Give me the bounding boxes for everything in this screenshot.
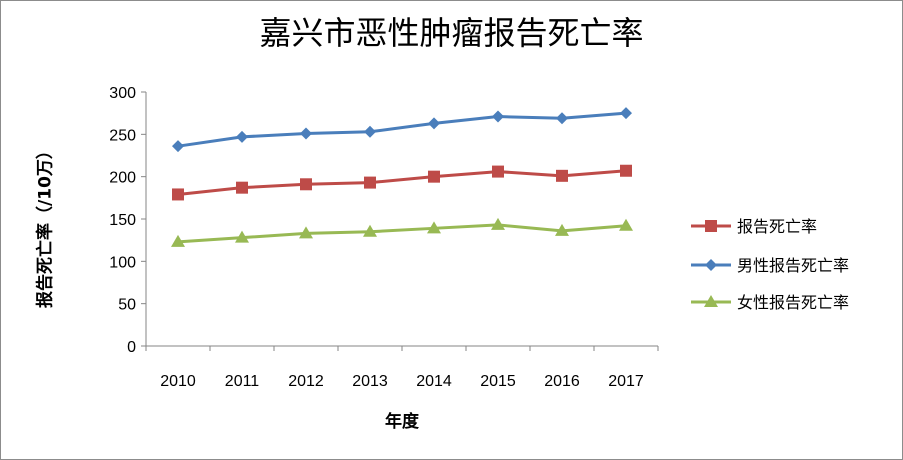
x-tick-label: 2016 xyxy=(544,373,580,390)
x-tick-label: 2012 xyxy=(288,373,324,390)
legend-marker-3 xyxy=(704,295,718,307)
y-tick-label: 100 xyxy=(109,254,136,271)
legend-marker-1 xyxy=(705,220,717,232)
series-line-3 xyxy=(177,223,627,244)
data-point xyxy=(236,130,248,143)
y-tick-label: 200 xyxy=(109,170,136,187)
y-tick-label: 0 xyxy=(127,339,136,356)
data-point xyxy=(556,169,568,182)
data-point xyxy=(171,234,185,247)
data-point xyxy=(492,110,504,123)
data-point xyxy=(172,188,184,201)
y-tick-label: 250 xyxy=(109,127,136,144)
data-point xyxy=(300,178,312,191)
x-axis-label: 年度 xyxy=(385,412,419,432)
x-tick-label: 2014 xyxy=(416,373,452,390)
data-point xyxy=(427,221,441,234)
x-tick-label: 2017 xyxy=(608,373,644,390)
data-point xyxy=(619,218,633,231)
chart-title: 嘉兴市恶性肿瘤报告死亡率 xyxy=(259,14,644,52)
series-line-2 xyxy=(177,111,627,148)
data-point xyxy=(620,107,632,120)
data-point xyxy=(299,226,313,239)
series-line-1 xyxy=(177,169,627,196)
data-point xyxy=(236,181,248,194)
y-tick-label: 150 xyxy=(109,212,136,229)
data-point xyxy=(428,117,440,130)
x-tick-label: 2011 xyxy=(225,373,260,390)
data-point xyxy=(363,224,377,237)
data-point xyxy=(491,217,505,230)
data-point xyxy=(172,140,184,153)
x-tick-label: 2013 xyxy=(352,373,388,390)
data-point xyxy=(556,112,568,125)
x-tick-label: 2015 xyxy=(480,373,516,390)
data-point xyxy=(300,127,312,140)
data-point xyxy=(492,165,504,178)
data-point xyxy=(364,176,376,189)
data-point xyxy=(235,230,249,243)
legend-label-3: 女性报告死亡率 xyxy=(737,293,849,312)
legend-label-1: 报告死亡率 xyxy=(737,217,817,236)
y-tick-label: 300 xyxy=(109,85,136,102)
x-tick-label: 2010 xyxy=(160,373,196,390)
data-point xyxy=(428,170,440,183)
data-point xyxy=(555,223,569,236)
y-tick-label: 50 xyxy=(118,297,136,314)
legend-marker-2 xyxy=(705,259,717,271)
data-point xyxy=(364,125,376,138)
data-point xyxy=(620,164,632,177)
legend-label-2: 男性报告死亡率 xyxy=(737,256,849,275)
